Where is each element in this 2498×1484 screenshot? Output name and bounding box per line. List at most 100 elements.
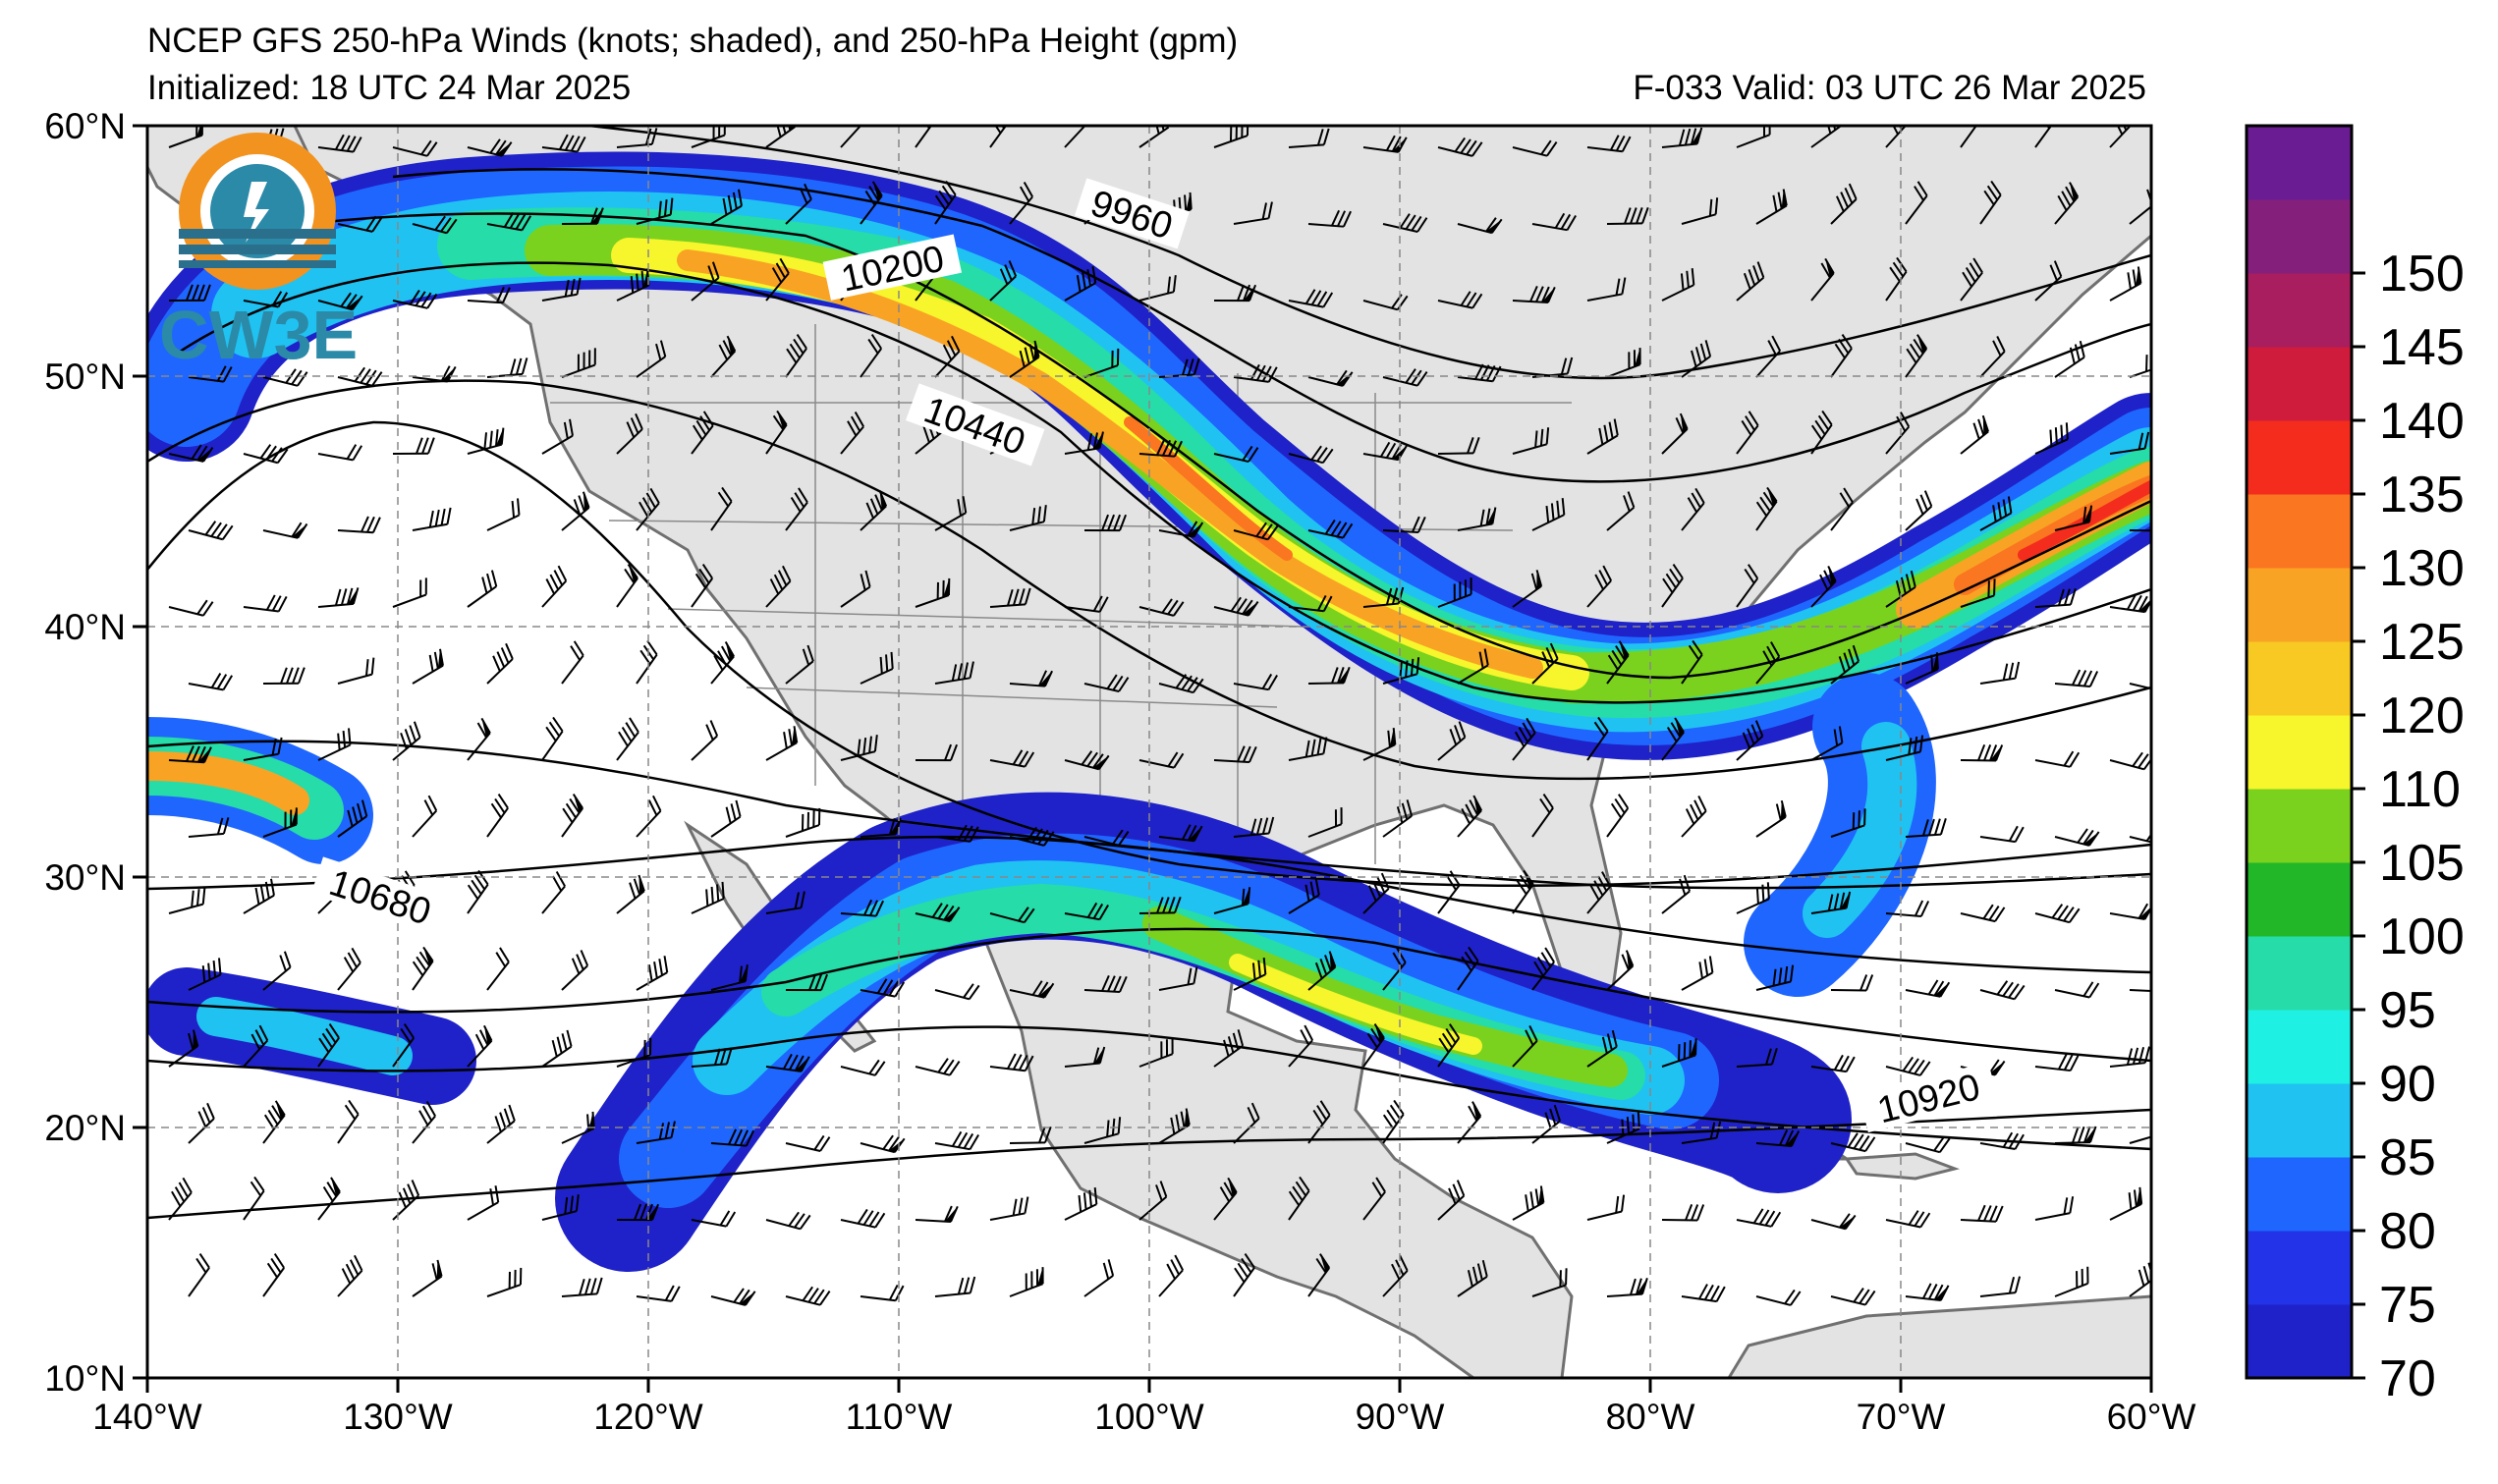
wind-barb: [1457, 363, 1502, 383]
colorbar-swatch: [2247, 862, 2352, 937]
wind-barb: [1681, 1284, 1726, 1303]
wind-barb: [1437, 436, 1480, 455]
valid-time-label: F-033 Valid: 03 UTC 26 Mar 2025: [1633, 69, 2146, 107]
wind-barb: [1512, 717, 1536, 761]
wind-barb: [1681, 639, 1703, 685]
wind-barb: [1233, 816, 1275, 838]
wind-barb: [1512, 1025, 1538, 1068]
wind-barb: [785, 183, 812, 225]
colorbar-swatch: [2247, 789, 2352, 863]
wind-barb: [1064, 595, 1109, 613]
wind-barb: [486, 947, 510, 991]
wind-barb: [636, 197, 674, 225]
wind-barb: [1979, 825, 2025, 844]
wind-barb: [934, 1276, 976, 1297]
wind-barb: [317, 444, 363, 462]
wind-barb: [1810, 410, 1833, 455]
wind-barb: [412, 215, 458, 235]
wind-barb: [1457, 946, 1479, 991]
wind-barb: [561, 1277, 603, 1297]
wind-barb: [636, 1121, 676, 1144]
wind-barb: [392, 1023, 415, 1068]
wind-barb: [467, 717, 491, 761]
axis-ticks: [133, 124, 2153, 1393]
wind-barb: [188, 521, 234, 541]
wind-barb: [1213, 745, 1257, 764]
wind-barb: [860, 334, 882, 378]
wind-barb: [2034, 260, 2063, 302]
wind-barb: [1437, 1023, 1461, 1068]
colorbar-tick-label: 90: [2379, 1056, 2436, 1113]
wind-barb: [412, 1101, 436, 1144]
wind-barb: [1288, 1176, 1310, 1221]
wind-barb: [2109, 1186, 2143, 1221]
wind-barb: [1457, 507, 1497, 531]
wind-barb: [1736, 261, 1765, 302]
wind-barb: [1810, 1213, 1857, 1231]
wind-barb: [1810, 257, 1835, 302]
wind-barb: [1905, 490, 1933, 531]
wind-barb: [2109, 903, 2151, 920]
wind-barb: [412, 507, 452, 531]
wind-barbs: [168, 126, 2151, 1306]
wind-barb: [337, 215, 383, 233]
wind-barb: [1810, 1054, 1856, 1073]
wind-barb: [1606, 640, 1630, 685]
longitude-labels: 140°W 130°W 120°W 110°W 100°W 90°W 80°W …: [92, 1397, 2195, 1437]
wind-barb: [1755, 189, 1788, 225]
wind-barb: [915, 743, 959, 762]
wind-barb: [1810, 891, 1852, 914]
wind-barb: [1606, 206, 1649, 225]
logo-text: CW3E: [159, 297, 358, 373]
wind-barb: [1288, 878, 1320, 914]
wind-barb: [168, 444, 214, 463]
wind-barb: [1138, 439, 1183, 458]
wind-barb: [1885, 900, 1930, 917]
colorbar-tick-label: 110: [2379, 761, 2461, 818]
wind-barb: [934, 824, 979, 843]
wind-barb: [1810, 566, 1837, 608]
wind-barb: [1681, 1121, 1722, 1144]
wind-barb: [1138, 896, 1182, 914]
wind-barb: [616, 717, 639, 761]
colorbar-swatch: [2247, 1157, 2352, 1232]
wind-barb: [1382, 516, 1426, 534]
wind-barb: [1979, 496, 2013, 531]
wind-barb: [710, 641, 735, 685]
lon-label: 60°W: [2107, 1397, 2196, 1437]
wind-barb: [1830, 183, 1858, 225]
cw3e-logo-icon: CW3E: [159, 133, 358, 373]
lon-label: 90°W: [1356, 1397, 1445, 1437]
colorbar-tick-label: 135: [2379, 467, 2465, 523]
wind-barb: [1661, 717, 1685, 761]
wind-barb: [1830, 1288, 1876, 1306]
wind-barb: [1362, 1022, 1385, 1068]
wind-barb: [1233, 1102, 1260, 1144]
wind-barb: [840, 735, 878, 761]
colorbar-swatch: [2247, 420, 2352, 495]
lat-label: 10°N: [44, 1358, 126, 1399]
colorbar-tick-label: 80: [2379, 1203, 2436, 1260]
wind-barb: [765, 410, 788, 455]
wind-barb: [765, 565, 792, 608]
wind-barb: [1233, 958, 1267, 991]
wind-barb: [710, 189, 743, 225]
colorbar-tick-label: 85: [2379, 1129, 2436, 1186]
wind-barb: [317, 292, 363, 311]
wind-barb: [2054, 182, 2080, 225]
wind-barb: [1661, 1038, 1697, 1068]
wind-barb: [1606, 491, 1636, 531]
wind-barb: [2034, 750, 2081, 768]
wind-barb: [2129, 826, 2151, 847]
lon-label: 80°W: [1606, 1397, 1695, 1437]
wind-barb: [561, 207, 604, 225]
wind-barb: [1009, 340, 1040, 378]
lon-label: 110°W: [846, 1397, 953, 1437]
lat-label: 60°N: [44, 106, 126, 146]
wind-barb: [1531, 498, 1566, 531]
wind-barb: [392, 1180, 420, 1221]
colorbar-swatch: [2247, 641, 2352, 716]
colorbar-swatch: [2247, 494, 2352, 569]
wind-barb: [915, 1205, 959, 1224]
lat-label: 40°N: [44, 607, 126, 647]
